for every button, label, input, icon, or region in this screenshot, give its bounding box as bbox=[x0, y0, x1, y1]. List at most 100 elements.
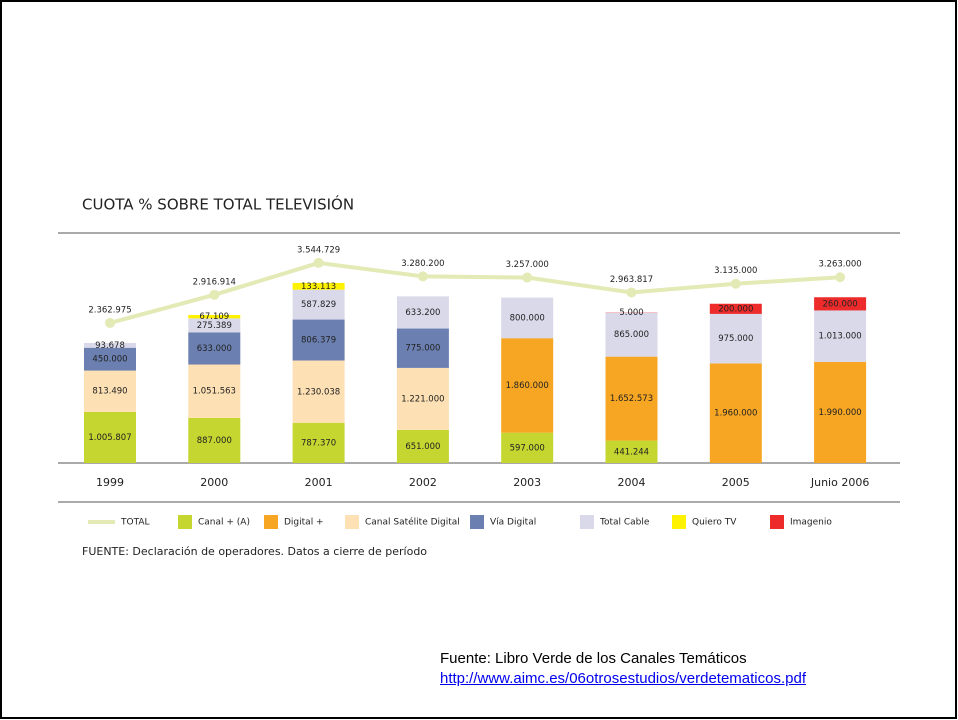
total-point bbox=[835, 272, 846, 283]
data-label: 887.000 bbox=[197, 436, 232, 446]
data-label: 633.000 bbox=[197, 344, 232, 354]
data-label: 1.960.000 bbox=[714, 409, 757, 419]
bar-segment bbox=[605, 356, 658, 441]
data-label: 441.244 bbox=[614, 447, 649, 457]
data-label: 813.490 bbox=[92, 387, 127, 397]
bar-segment bbox=[292, 282, 345, 290]
data-label: 587.829 bbox=[301, 300, 336, 310]
x-tick-label: Junio 2006 bbox=[810, 476, 869, 489]
legend-label: Vía Digital bbox=[490, 518, 536, 528]
data-label: 865.000 bbox=[614, 330, 649, 340]
bar-segment bbox=[396, 429, 449, 463]
total-line bbox=[109, 260, 841, 325]
bar-segment bbox=[84, 342, 136, 348]
legend-label: Digital + bbox=[284, 518, 324, 528]
data-label: 597.000 bbox=[510, 443, 545, 453]
bar-segment bbox=[814, 310, 867, 362]
data-label: 1.005.807 bbox=[88, 433, 131, 443]
total-point bbox=[522, 272, 533, 283]
bar-segment bbox=[501, 432, 554, 463]
source-note: FUENTE: Declaración de operadores. Datos… bbox=[82, 545, 427, 558]
legend-swatch bbox=[672, 515, 686, 529]
footer-link-wrap: http://www.aimc.es/06otrosestudios/verde… bbox=[440, 670, 806, 687]
bar-segment bbox=[292, 319, 345, 361]
bar-segment bbox=[188, 417, 241, 463]
data-label: 787.370 bbox=[301, 439, 336, 449]
total-label: 3.280.200 bbox=[401, 259, 444, 269]
bar-segment bbox=[814, 297, 867, 311]
total-label: 3.263.000 bbox=[818, 260, 861, 270]
total-point bbox=[105, 317, 115, 328]
x-tick-label: 2001 bbox=[305, 476, 333, 489]
total-point bbox=[313, 257, 324, 268]
total-point bbox=[417, 271, 428, 282]
x-tick-label: 2004 bbox=[618, 476, 646, 489]
bar-segment bbox=[292, 360, 345, 424]
bar-segment bbox=[396, 367, 449, 430]
bar-segment bbox=[188, 332, 241, 365]
x-tick-label: 1999 bbox=[96, 476, 124, 489]
data-label: 1.013.000 bbox=[818, 332, 861, 342]
total-point bbox=[209, 289, 220, 300]
legend-label: Total Cable bbox=[599, 518, 650, 528]
bar-segment bbox=[396, 328, 449, 368]
bar-segment bbox=[188, 318, 241, 333]
data-label: 93.678 bbox=[95, 341, 125, 351]
bar-segment bbox=[501, 297, 554, 339]
legend-label: Quiero TV bbox=[692, 518, 737, 528]
x-tick-label: 2002 bbox=[409, 476, 437, 489]
legend-label: Canal Satélite Digital bbox=[365, 517, 460, 528]
bar-segment bbox=[84, 370, 136, 412]
data-label: 200.000 bbox=[718, 304, 753, 314]
x-tick-label: 2003 bbox=[513, 476, 541, 489]
data-label: 1.230.038 bbox=[297, 387, 340, 397]
data-label: 800.000 bbox=[510, 313, 545, 323]
data-label: 260.000 bbox=[823, 299, 858, 309]
data-label: 67.109 bbox=[199, 312, 229, 322]
legend-label: Canal + (A) bbox=[198, 518, 250, 528]
data-label: 5.000 bbox=[619, 308, 643, 318]
bar-segment bbox=[188, 364, 241, 418]
legend-label: Imagenio bbox=[790, 518, 832, 528]
bar-segment bbox=[814, 361, 867, 463]
total-label: 2.362.975 bbox=[88, 305, 131, 315]
legend-swatch bbox=[345, 515, 359, 529]
bar-segment bbox=[501, 338, 554, 433]
bar-segment bbox=[605, 312, 658, 357]
bar-segment bbox=[84, 347, 136, 371]
data-label: 133.113 bbox=[301, 282, 336, 292]
legend-label: TOTAL bbox=[120, 518, 150, 528]
bar-segment bbox=[709, 303, 762, 314]
bar-segment bbox=[84, 411, 136, 463]
data-label: 633.200 bbox=[405, 308, 440, 318]
legend-swatch bbox=[264, 515, 278, 529]
data-label: 651.000 bbox=[405, 442, 440, 452]
footer-link[interactable]: http://www.aimc.es/06otrosestudios/verde… bbox=[440, 670, 807, 687]
bar-segment bbox=[709, 363, 762, 463]
total-label: 2.916.914 bbox=[193, 277, 236, 287]
bar-segment bbox=[605, 440, 658, 463]
x-tick-label: 2005 bbox=[722, 476, 750, 489]
legend-swatch bbox=[470, 515, 484, 529]
bar-segment bbox=[292, 289, 345, 320]
total-label: 3.135.000 bbox=[714, 266, 757, 276]
legend-swatch bbox=[178, 515, 192, 529]
chart-title: CUOTA % SOBRE TOTAL TELEVISIÓN bbox=[82, 195, 354, 214]
data-label: 1.221.000 bbox=[401, 394, 444, 404]
total-point bbox=[730, 278, 741, 289]
total-point bbox=[626, 287, 637, 298]
data-label: 1.652.573 bbox=[610, 394, 653, 404]
data-label: 806.379 bbox=[301, 336, 336, 346]
bar-segment bbox=[292, 423, 345, 463]
footer-text: Fuente: Libro Verde de los Canales Temát… bbox=[440, 650, 747, 667]
total-label: 2.963.817 bbox=[610, 275, 653, 285]
total-label: 3.544.729 bbox=[297, 245, 340, 255]
bar-segment bbox=[709, 313, 762, 364]
data-label: 975.000 bbox=[718, 334, 753, 344]
total-label: 3.257.000 bbox=[506, 260, 549, 270]
data-label: 1.051.563 bbox=[193, 387, 236, 397]
data-label: 450.000 bbox=[92, 355, 127, 365]
